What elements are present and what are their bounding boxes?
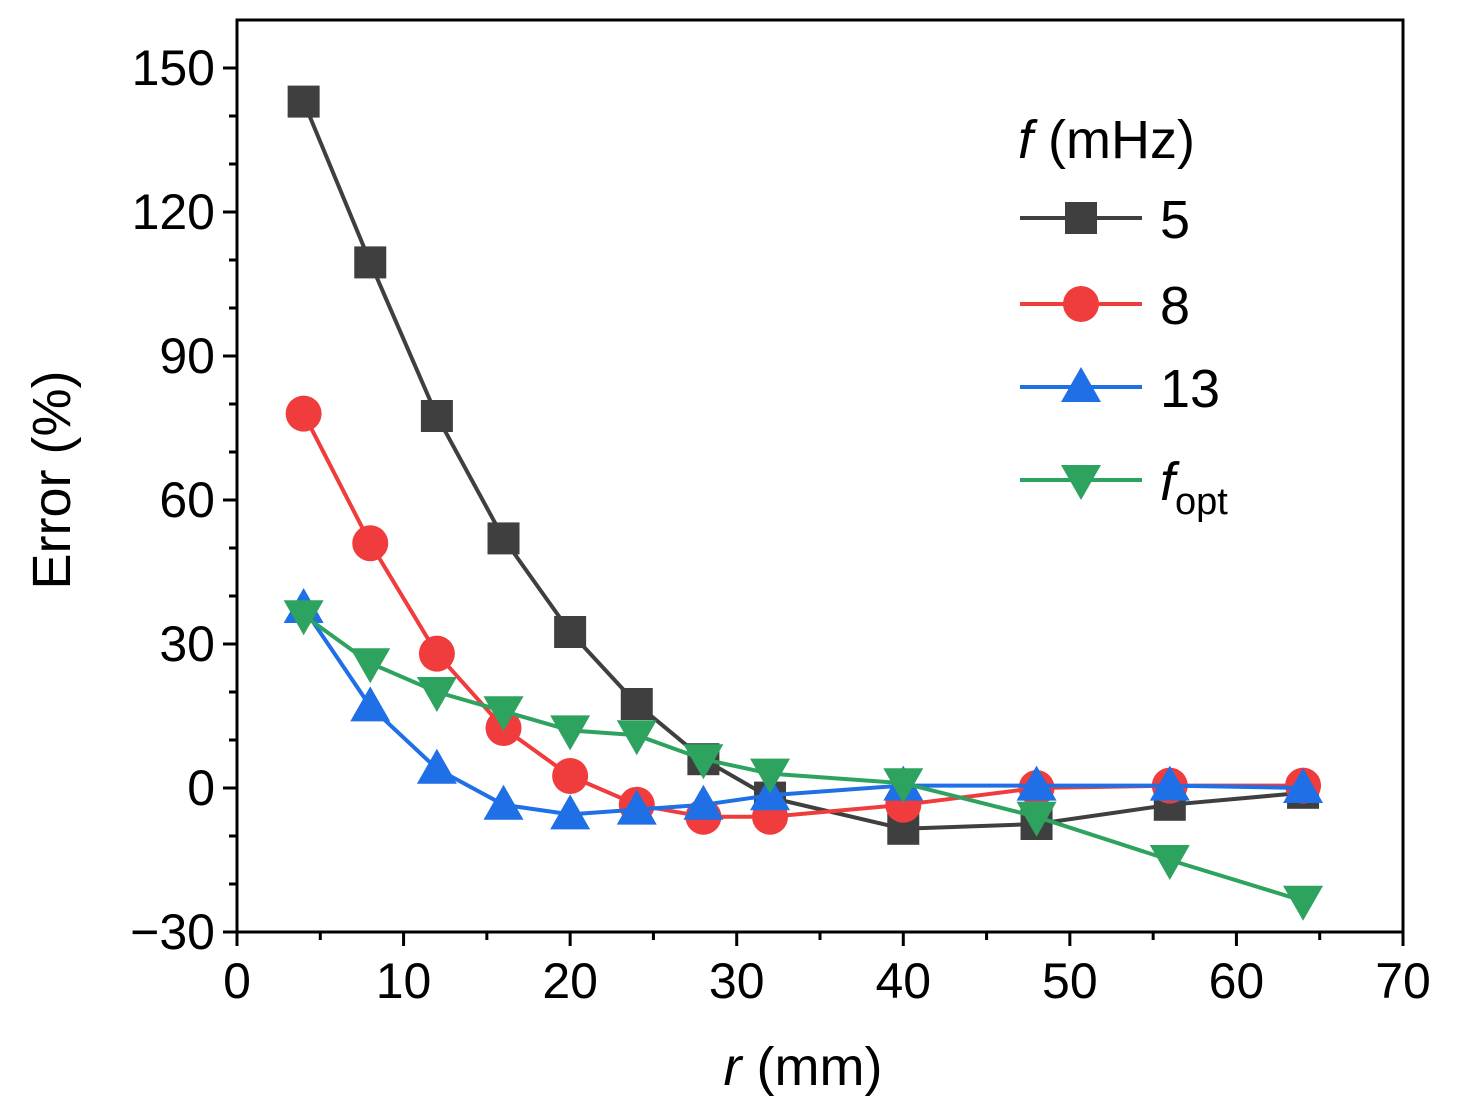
y-tick-label-5: 120 [132,184,215,240]
data-point-2-6 [683,784,724,820]
legend-title-rest: (mHz) [1033,110,1195,170]
legend-title-italic: f [1018,110,1038,170]
data-point-0-0 [287,85,320,118]
data-point-3-4 [550,715,591,751]
legend-title: f (mHz) [1018,110,1195,170]
data-point-3-11 [1283,885,1324,921]
legend-entry-2: 13 [1020,359,1220,419]
data-point-2-5 [616,789,657,825]
legend-label-italic-3: f [1160,452,1180,512]
data-point-0-2 [420,400,453,432]
data-point-2-9 [1016,765,1057,801]
x-tick-label-3: 30 [709,953,765,1009]
x-tick-label-2: 20 [542,953,598,1009]
data-point-3-5 [616,720,657,756]
x-axis-title: r (mm) [724,1037,883,1097]
x-tick-label-1: 10 [376,953,432,1009]
y-tick-label-2: 30 [159,616,215,672]
series-line-0 [301,100,1304,831]
series-line-2 [301,606,1304,817]
data-point-3-8 [883,768,924,804]
x-tick-label-4: 40 [875,953,931,1009]
y-axis-title: Error (%) [22,371,82,590]
data-point-3-7 [750,758,791,794]
legend-label-subscript-3: opt [1175,481,1228,523]
y-tick-label-0: −30 [130,904,215,960]
plot-area [237,20,1403,932]
legend-items: 5 8 13 fopt [1020,190,1228,523]
legend-label-2: 13 [1160,359,1220,419]
data-point-3-0 [283,600,324,636]
legend-entry-1: 8 [1020,276,1190,336]
legend-entry-3: fopt [1020,452,1228,523]
data-point-3-2 [416,677,457,712]
legend-marker-0 [1065,202,1097,234]
data-point-2-4 [550,794,591,830]
x-tick-label-0: 0 [223,953,251,1009]
data-point-1-1 [352,525,389,562]
x-tick-label-5: 50 [1042,953,1098,1009]
legend-marker-1 [1063,286,1099,322]
data-point-2-1 [350,686,391,722]
y-tick-label-1: 0 [187,760,215,816]
data-point-3-3 [483,696,524,732]
series-3 [283,600,1324,921]
data-point-2-11 [1283,768,1324,803]
data-point-1-4 [552,758,589,794]
legend-entry-0: 5 [1020,190,1190,250]
data-point-2-10 [1149,765,1190,801]
legend-marker-2 [1061,367,1101,402]
data-point-1-2 [418,635,455,672]
legend-label-1: 8 [1160,276,1190,336]
data-point-3-9 [1016,801,1057,837]
y-tick-label-3: 60 [159,472,215,528]
data-point-0-5 [620,688,653,720]
series-layer [283,85,1324,921]
legend-marker-3 [1061,465,1101,500]
data-point-0-3 [487,522,520,555]
y-tick-label-4: 90 [159,328,215,384]
data-point-2-2 [416,748,457,784]
plot-background [237,20,1403,932]
legend-label-0: 5 [1160,190,1190,250]
data-point-3-10 [1149,845,1190,880]
series-2 [283,588,1324,830]
x-tick-label-7: 70 [1375,953,1431,1009]
data-point-3-1 [350,648,391,684]
x-axis-title-italic: r [724,1037,744,1097]
data-point-1-0 [285,395,322,432]
x-tick-label-6: 60 [1209,953,1265,1009]
data-point-0-1 [354,246,387,279]
data-point-2-3 [483,784,524,820]
legend-label-3: fopt [1160,452,1228,523]
y-tick-label-6: 150 [132,40,215,96]
data-point-3-6 [683,744,724,780]
x-axis-title-rest: (mm) [742,1037,883,1097]
data-point-0-4 [554,616,587,648]
